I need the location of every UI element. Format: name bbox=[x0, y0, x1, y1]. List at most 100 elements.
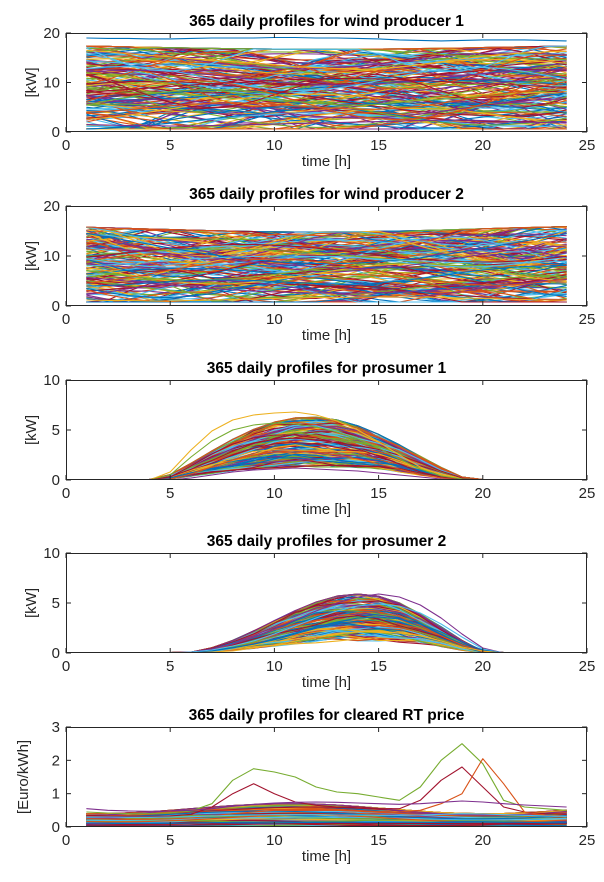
y-tick-label: 5 bbox=[52, 595, 60, 612]
x-tick-label: 15 bbox=[370, 137, 387, 154]
series-line-4 bbox=[86, 630, 567, 653]
series-line-2 bbox=[86, 422, 567, 480]
x-tick-label: 5 bbox=[166, 137, 174, 154]
x-tick-label: 10 bbox=[266, 137, 283, 154]
series-line-5 bbox=[86, 813, 567, 818]
y-axis-label: [kW] bbox=[23, 68, 40, 98]
profile-line bbox=[86, 103, 567, 128]
profile-line bbox=[86, 58, 567, 75]
profile-line bbox=[86, 111, 567, 129]
y-axis-label: [kW] bbox=[23, 415, 40, 445]
chart-panel-prosumer-1: 0 5 10 15 20 25 0 5 10 365 daily profiles for pro… bbox=[23, 360, 595, 518]
chart-panel-wind-producer-2: 0 5 10 15 20 25 0 10 20 365 daily profiles for wi… bbox=[23, 186, 595, 344]
profile-line bbox=[86, 279, 567, 298]
series-line-2 bbox=[86, 49, 567, 71]
y-tick-label: 20 bbox=[43, 198, 60, 215]
chart-panel-wind-producer-1: 0 5 10 15 20 25 0 10 20 365 daily profiles for wi… bbox=[23, 13, 595, 170]
x-tick-label: 0 bbox=[62, 311, 70, 328]
profile-line bbox=[86, 65, 567, 92]
chart-title: 365 daily profiles for prosumer 1 bbox=[207, 360, 447, 377]
profile-line bbox=[86, 76, 567, 116]
profile-line bbox=[86, 244, 567, 263]
x-tick-label: 0 bbox=[62, 137, 70, 154]
profile-line bbox=[86, 810, 567, 820]
y-tick-label: 3 bbox=[52, 719, 60, 736]
x-tick-label: 15 bbox=[370, 658, 387, 675]
series-line-3 bbox=[86, 434, 567, 480]
y-tick-label: 0 bbox=[52, 472, 60, 489]
series-group bbox=[86, 743, 567, 827]
series-line-1 bbox=[86, 743, 567, 815]
x-tick-label: 0 bbox=[62, 832, 70, 849]
profile-line bbox=[86, 45, 567, 76]
profile-line bbox=[86, 111, 567, 130]
series-group bbox=[86, 36, 567, 130]
series-group bbox=[86, 411, 567, 480]
profile-line bbox=[86, 48, 567, 90]
x-tick-label: 20 bbox=[474, 485, 491, 502]
x-tick-label: 25 bbox=[579, 137, 596, 154]
x-tick-label: 5 bbox=[166, 658, 174, 675]
x-axis-label: time [h] bbox=[302, 848, 351, 865]
axes-frame bbox=[66, 727, 587, 827]
y-tick-label: 2 bbox=[52, 752, 60, 769]
profile-line bbox=[86, 232, 567, 265]
profile-line bbox=[86, 239, 567, 254]
x-tick-label: 20 bbox=[474, 137, 491, 154]
series-line-6 bbox=[86, 821, 567, 824]
chart-panel-prosumer-2: 0 5 10 15 20 25 0 5 10 365 daily profiles for pro… bbox=[23, 533, 595, 691]
y-tick-label: 10 bbox=[43, 372, 60, 389]
series-line-1 bbox=[86, 593, 567, 653]
x-tick-label: 25 bbox=[579, 311, 596, 328]
profile-line bbox=[86, 821, 567, 826]
profile-line bbox=[86, 226, 567, 248]
profile-line bbox=[86, 52, 567, 68]
y-tick-label: 0 bbox=[52, 819, 60, 836]
x-tick-label: 10 bbox=[266, 658, 283, 675]
series-line-2 bbox=[86, 603, 567, 653]
profile-line bbox=[86, 275, 567, 299]
y-axis-label: [Euro/kWh] bbox=[15, 740, 32, 814]
series-line-1 bbox=[86, 36, 567, 42]
profile-line bbox=[86, 291, 567, 303]
profile-line bbox=[86, 263, 567, 285]
profile-line bbox=[86, 102, 567, 130]
series-line-1 bbox=[86, 411, 567, 480]
x-tick-label: 10 bbox=[266, 832, 283, 849]
x-axis-label: time [h] bbox=[302, 327, 351, 344]
x-tick-label: 5 bbox=[166, 311, 174, 328]
series-line-2 bbox=[86, 245, 567, 270]
profile-line bbox=[86, 262, 567, 281]
y-tick-label: 10 bbox=[43, 75, 60, 92]
chart-panel-cleared-rt-price: 0 5 10 15 20 25 0 1 2 3 365 daily profiles for cle… bbox=[15, 707, 595, 865]
profile-line bbox=[86, 276, 567, 294]
profile-line bbox=[86, 264, 567, 284]
x-tick-label: 20 bbox=[474, 658, 491, 675]
series-line-5 bbox=[86, 467, 567, 480]
profile-line bbox=[86, 80, 567, 101]
x-tick-label: 25 bbox=[579, 485, 596, 502]
chart-title: 365 daily profiles for prosumer 2 bbox=[207, 533, 446, 550]
y-tick-label: 5 bbox=[52, 422, 60, 439]
y-tick-label: 10 bbox=[43, 545, 60, 562]
y-tick-label: 20 bbox=[43, 25, 60, 42]
series-line-5 bbox=[86, 87, 567, 113]
profile-line bbox=[86, 67, 567, 108]
chart-title: 365 daily profiles for wind producer 2 bbox=[189, 186, 464, 203]
x-tick-label: 0 bbox=[62, 658, 70, 675]
y-tick-label: 0 bbox=[52, 645, 60, 662]
x-tick-label: 10 bbox=[266, 311, 283, 328]
profile-line bbox=[86, 234, 567, 268]
profile-line bbox=[86, 45, 567, 72]
y-tick-label: 1 bbox=[52, 786, 60, 803]
series-line-1 bbox=[86, 226, 567, 237]
chart-title: 365 daily profiles for cleared RT price bbox=[189, 707, 465, 724]
profile-line bbox=[86, 57, 567, 89]
y-axis-label: [kW] bbox=[23, 241, 40, 271]
x-tick-label: 25 bbox=[579, 832, 596, 849]
profile-line bbox=[86, 93, 567, 122]
series-line-6 bbox=[86, 119, 567, 127]
profile-line bbox=[86, 89, 567, 126]
y-tick-label: 10 bbox=[43, 248, 60, 265]
